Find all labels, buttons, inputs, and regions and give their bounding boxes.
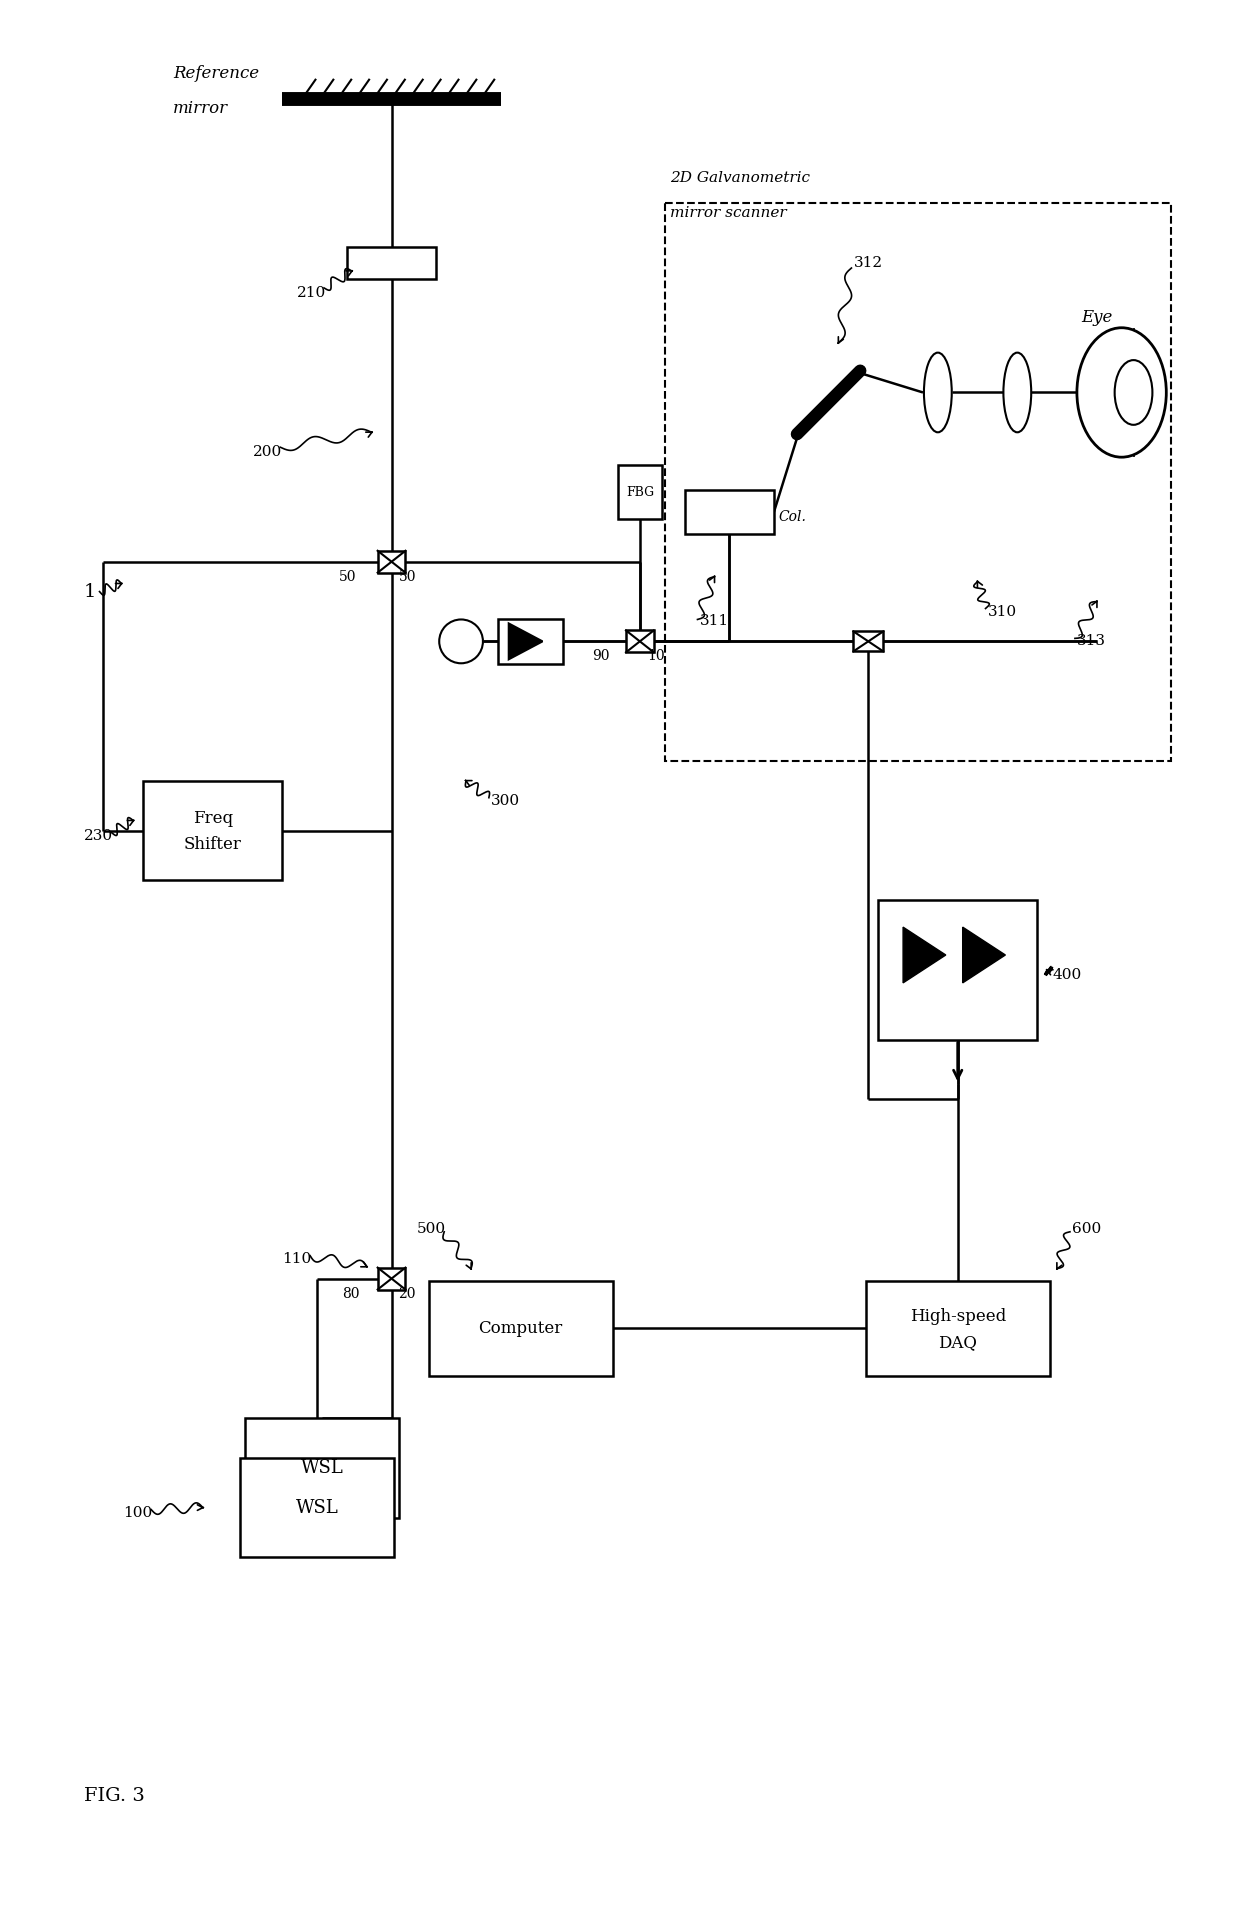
Text: 110: 110 <box>283 1251 311 1266</box>
Text: 210: 210 <box>298 286 326 300</box>
Text: 600: 600 <box>1071 1222 1101 1236</box>
Text: 50: 50 <box>398 569 415 584</box>
FancyBboxPatch shape <box>241 1457 394 1557</box>
Text: High-speed: High-speed <box>910 1308 1006 1326</box>
Text: WSL: WSL <box>295 1499 339 1517</box>
Text: mirror scanner: mirror scanner <box>670 206 786 220</box>
Text: Freq: Freq <box>192 810 233 827</box>
FancyBboxPatch shape <box>626 630 653 653</box>
Ellipse shape <box>924 353 952 432</box>
Text: Shifter: Shifter <box>184 837 242 854</box>
FancyBboxPatch shape <box>378 550 405 573</box>
Text: Reference: Reference <box>174 65 259 82</box>
Text: 400: 400 <box>1052 968 1081 982</box>
Text: Computer: Computer <box>479 1320 563 1337</box>
Text: 1: 1 <box>83 583 95 600</box>
Text: WSL: WSL <box>300 1459 343 1476</box>
Text: 500: 500 <box>417 1222 445 1236</box>
Text: 10: 10 <box>647 649 666 663</box>
Text: 50: 50 <box>340 569 357 584</box>
Text: 311: 311 <box>699 615 729 628</box>
Text: mirror: mirror <box>174 99 228 117</box>
FancyBboxPatch shape <box>878 900 1037 1039</box>
Text: 20: 20 <box>398 1287 415 1301</box>
Ellipse shape <box>1003 353 1032 432</box>
FancyBboxPatch shape <box>866 1282 1049 1375</box>
Text: 100: 100 <box>123 1505 153 1520</box>
Text: 90: 90 <box>593 649 610 663</box>
Text: Col.: Col. <box>779 510 807 523</box>
Text: DAQ: DAQ <box>939 1333 977 1350</box>
Ellipse shape <box>1115 361 1152 424</box>
FancyBboxPatch shape <box>246 1417 399 1518</box>
FancyBboxPatch shape <box>378 1268 405 1289</box>
Text: FBG: FBG <box>626 485 653 499</box>
Text: Eye: Eye <box>1081 309 1112 327</box>
Text: 2D Galvanometric: 2D Galvanometric <box>670 172 810 185</box>
Polygon shape <box>508 623 543 659</box>
Text: 312: 312 <box>853 256 883 269</box>
Text: 230: 230 <box>83 829 113 842</box>
Ellipse shape <box>1076 329 1167 456</box>
Text: 313: 313 <box>1076 634 1106 647</box>
FancyBboxPatch shape <box>429 1282 613 1375</box>
Polygon shape <box>962 926 1006 984</box>
FancyBboxPatch shape <box>853 632 883 651</box>
Text: 200: 200 <box>253 445 281 458</box>
Text: 310: 310 <box>987 604 1017 619</box>
Polygon shape <box>903 926 946 984</box>
FancyBboxPatch shape <box>684 489 774 535</box>
FancyBboxPatch shape <box>618 464 662 520</box>
Text: FIG. 3: FIG. 3 <box>83 1788 145 1805</box>
Circle shape <box>439 619 482 663</box>
Text: 80: 80 <box>342 1287 360 1301</box>
Text: 300: 300 <box>491 795 520 808</box>
FancyBboxPatch shape <box>144 781 283 881</box>
FancyBboxPatch shape <box>347 246 436 279</box>
FancyBboxPatch shape <box>498 619 563 665</box>
